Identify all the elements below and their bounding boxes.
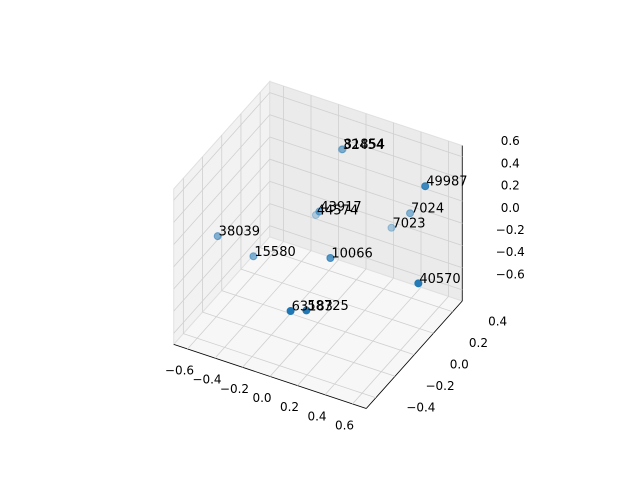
z-tick-label: 0.0 <box>501 201 520 215</box>
grid-line <box>173 203 271 312</box>
grid-line <box>202 311 396 377</box>
point <box>213 232 222 241</box>
y-tick-label: 0.0 <box>450 357 469 371</box>
point <box>249 252 258 261</box>
point-label: 38039 <box>219 225 260 240</box>
point <box>421 182 430 191</box>
x-tick-label: −0.6 <box>165 363 194 377</box>
point-label: 81854 <box>344 138 385 153</box>
point-label: 44574 <box>317 203 358 218</box>
x-tick-label: 0.6 <box>335 418 354 432</box>
grid-line <box>173 92 271 201</box>
point <box>387 223 396 232</box>
z-tick-label: 0.2 <box>501 179 520 193</box>
grid-line <box>173 158 271 267</box>
z-tick-label: 0.6 <box>501 134 520 148</box>
point-label: 10066 <box>331 247 372 262</box>
point <box>406 209 415 218</box>
grid-line <box>221 290 415 356</box>
grid-line <box>173 181 271 290</box>
point <box>315 207 324 216</box>
point-label: 7024 <box>411 202 444 217</box>
grid-line <box>269 203 463 269</box>
grid-line <box>173 225 271 334</box>
point <box>326 254 335 263</box>
point <box>338 145 347 154</box>
point-label: 58725 <box>307 299 348 314</box>
grid-line <box>269 136 463 202</box>
x-tick-label: −0.4 <box>192 373 221 387</box>
y-tick-label: 0.4 <box>488 314 507 328</box>
grid-line <box>269 114 463 180</box>
grid-line <box>269 158 463 224</box>
z-tick-label: 0.4 <box>501 156 520 170</box>
point <box>302 306 311 315</box>
y-tick-label: −0.4 <box>406 400 435 414</box>
x-tick-label: 0.2 <box>280 400 299 414</box>
x-tick-label: −0.2 <box>220 382 249 396</box>
y-tick-label: 0.2 <box>469 336 488 350</box>
grid-line <box>173 114 271 223</box>
grid-line <box>260 247 453 313</box>
grid-line <box>269 181 463 246</box>
z-tick-label: −0.2 <box>496 223 525 237</box>
point-label: 43917 <box>320 200 361 215</box>
grid-line <box>269 225 463 291</box>
point-label: 63183 <box>292 300 333 315</box>
point-label: 49987 <box>426 175 467 190</box>
grid-line <box>173 136 271 245</box>
point-label: 40570 <box>419 272 460 287</box>
point-label: 32454 <box>343 138 384 153</box>
grid-line <box>183 333 376 399</box>
x-tick-label: 0.0 <box>252 391 271 405</box>
point-label: 15580 <box>254 245 295 260</box>
grid-line <box>269 92 463 158</box>
point <box>414 279 423 288</box>
grid-line <box>240 268 434 334</box>
point-label: 7023 <box>392 216 425 231</box>
y-tick-label: −0.2 <box>425 379 454 393</box>
z-tick-label: −0.4 <box>496 245 525 259</box>
z-tick-label: −0.6 <box>496 267 525 281</box>
x-tick-label: 0.4 <box>307 409 326 423</box>
point <box>337 145 346 154</box>
point <box>286 307 295 316</box>
